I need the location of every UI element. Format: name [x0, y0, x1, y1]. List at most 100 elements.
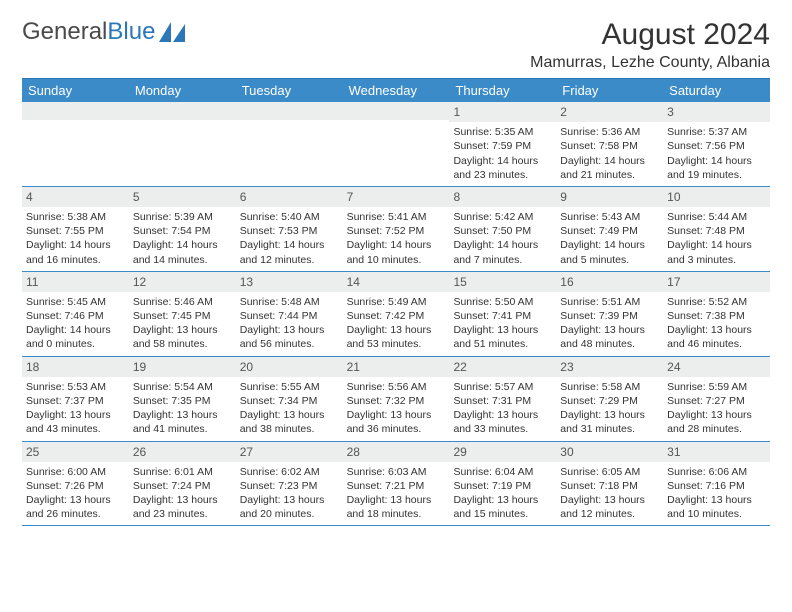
day-number: 31 [663, 442, 770, 462]
day-cell: 6Sunrise: 5:40 AMSunset: 7:53 PMDaylight… [236, 187, 343, 271]
daylight-text: Daylight: 13 hours and 23 minutes. [133, 493, 232, 521]
sunset-text: Sunset: 7:21 PM [347, 479, 446, 493]
day-number: 28 [343, 442, 450, 462]
day-cell: 10Sunrise: 5:44 AMSunset: 7:48 PMDayligh… [663, 187, 770, 271]
day-number: 3 [663, 102, 770, 122]
week-row: 18Sunrise: 5:53 AMSunset: 7:37 PMDayligh… [22, 357, 770, 442]
daylight-text: Daylight: 14 hours and 23 minutes. [453, 154, 552, 182]
sunrise-text: Sunrise: 6:02 AM [240, 465, 339, 479]
day-cell: 18Sunrise: 5:53 AMSunset: 7:37 PMDayligh… [22, 357, 129, 441]
day-cell: 5Sunrise: 5:39 AMSunset: 7:54 PMDaylight… [129, 187, 236, 271]
sunset-text: Sunset: 7:44 PM [240, 309, 339, 323]
day-number: 12 [129, 272, 236, 292]
sunset-text: Sunset: 7:50 PM [453, 224, 552, 238]
day-number: 27 [236, 442, 343, 462]
week-row: 11Sunrise: 5:45 AMSunset: 7:46 PMDayligh… [22, 272, 770, 357]
sunrise-text: Sunrise: 5:43 AM [560, 210, 659, 224]
sunset-text: Sunset: 7:42 PM [347, 309, 446, 323]
day-number: 30 [556, 442, 663, 462]
daylight-text: Daylight: 13 hours and 46 minutes. [667, 323, 766, 351]
day-cell: 26Sunrise: 6:01 AMSunset: 7:24 PMDayligh… [129, 442, 236, 526]
day-cell: 27Sunrise: 6:02 AMSunset: 7:23 PMDayligh… [236, 442, 343, 526]
day-cell [129, 102, 236, 186]
day-number: 11 [22, 272, 129, 292]
day-number [22, 102, 129, 120]
sunrise-text: Sunrise: 5:54 AM [133, 380, 232, 394]
day-number: 10 [663, 187, 770, 207]
sunset-text: Sunset: 7:54 PM [133, 224, 232, 238]
sunset-text: Sunset: 7:58 PM [560, 139, 659, 153]
sunrise-text: Sunrise: 6:00 AM [26, 465, 125, 479]
sunrise-text: Sunrise: 5:38 AM [26, 210, 125, 224]
day-cell: 16Sunrise: 5:51 AMSunset: 7:39 PMDayligh… [556, 272, 663, 356]
daylight-text: Daylight: 14 hours and 21 minutes. [560, 154, 659, 182]
sunrise-text: Sunrise: 5:59 AM [667, 380, 766, 394]
daylight-text: Daylight: 13 hours and 15 minutes. [453, 493, 552, 521]
sunset-text: Sunset: 7:59 PM [453, 139, 552, 153]
daylight-text: Daylight: 13 hours and 41 minutes. [133, 408, 232, 436]
daylight-text: Daylight: 14 hours and 14 minutes. [133, 238, 232, 266]
day-header-friday: Friday [556, 79, 663, 102]
sunrise-text: Sunrise: 5:55 AM [240, 380, 339, 394]
daylight-text: Daylight: 13 hours and 31 minutes. [560, 408, 659, 436]
daylight-text: Daylight: 13 hours and 38 minutes. [240, 408, 339, 436]
week-row: 4Sunrise: 5:38 AMSunset: 7:55 PMDaylight… [22, 187, 770, 272]
sunrise-text: Sunrise: 5:36 AM [560, 125, 659, 139]
calendar: Sunday Monday Tuesday Wednesday Thursday… [22, 78, 770, 526]
sunrise-text: Sunrise: 5:51 AM [560, 295, 659, 309]
daylight-text: Daylight: 14 hours and 16 minutes. [26, 238, 125, 266]
day-cell: 11 Sunrise: 5:45 AMSunset: 7:46 PMDayligh… [22, 272, 129, 356]
sunrise-text: Sunrise: 5:48 AM [240, 295, 339, 309]
weeks-container: 1Sunrise: 5:35 AMSunset: 7:59 PMDaylight… [22, 102, 770, 526]
sunrise-text: Sunrise: 5:44 AM [667, 210, 766, 224]
daylight-text: Daylight: 14 hours and 5 minutes. [560, 238, 659, 266]
day-cell: 31Sunrise: 6:06 AMSunset: 7:16 PMDayligh… [663, 442, 770, 526]
day-cell: 29Sunrise: 6:04 AMSunset: 7:19 PMDayligh… [449, 442, 556, 526]
daylight-text: Daylight: 13 hours and 10 minutes. [667, 493, 766, 521]
day-cell: 2 Sunrise: 5:36 AMSunset: 7:58 PMDaylight… [556, 102, 663, 186]
sunset-text: Sunset: 7:29 PM [560, 394, 659, 408]
daylight-text: Daylight: 14 hours and 19 minutes. [667, 154, 766, 182]
day-cell: 20Sunrise: 5:55 AMSunset: 7:34 PMDayligh… [236, 357, 343, 441]
day-cell: 7Sunrise: 5:41 AMSunset: 7:52 PMDaylight… [343, 187, 450, 271]
sunset-text: Sunset: 7:55 PM [26, 224, 125, 238]
day-number: 19 [129, 357, 236, 377]
sunset-text: Sunset: 7:53 PM [240, 224, 339, 238]
day-number: 7 [343, 187, 450, 207]
day-header-row: Sunday Monday Tuesday Wednesday Thursday… [22, 79, 770, 102]
daylight-text: Daylight: 13 hours and 12 minutes. [560, 493, 659, 521]
day-number [129, 102, 236, 120]
day-cell: 22Sunrise: 5:57 AMSunset: 7:31 PMDayligh… [449, 357, 556, 441]
day-cell [236, 102, 343, 186]
daylight-text: Daylight: 13 hours and 48 minutes. [560, 323, 659, 351]
logo-text-gray: General [22, 18, 107, 46]
day-cell: 8Sunrise: 5:42 AMSunset: 7:50 PMDaylight… [449, 187, 556, 271]
sunrise-text: Sunrise: 5:46 AM [133, 295, 232, 309]
sunrise-text: Sunrise: 5:42 AM [453, 210, 552, 224]
day-cell: 17Sunrise: 5:52 AMSunset: 7:38 PMDayligh… [663, 272, 770, 356]
day-number: 13 [236, 272, 343, 292]
day-cell: 3Sunrise: 5:37 AMSunset: 7:56 PMDaylight… [663, 102, 770, 186]
sunset-text: Sunset: 7:41 PM [453, 309, 552, 323]
daylight-text: Daylight: 14 hours and 0 minutes. [26, 323, 125, 351]
day-number: 9 [556, 187, 663, 207]
sunrise-text: Sunrise: 5:50 AM [453, 295, 552, 309]
location: Mamurras, Lezhe County, Albania [530, 54, 770, 72]
sunrise-text: Sunrise: 5:37 AM [667, 125, 766, 139]
day-header-saturday: Saturday [663, 79, 770, 102]
day-cell: 25Sunrise: 6:00 AMSunset: 7:26 PMDayligh… [22, 442, 129, 526]
sunrise-text: Sunrise: 5:52 AM [667, 295, 766, 309]
day-cell: 21Sunrise: 5:56 AMSunset: 7:32 PMDayligh… [343, 357, 450, 441]
day-number: 2 [556, 102, 663, 122]
sunset-text: Sunset: 7:46 PM [26, 309, 125, 323]
sunset-text: Sunset: 7:18 PM [560, 479, 659, 493]
sunrise-text: Sunrise: 5:45 AM [26, 295, 125, 309]
sunset-text: Sunset: 7:24 PM [133, 479, 232, 493]
day-cell: 19Sunrise: 5:54 AMSunset: 7:35 PMDayligh… [129, 357, 236, 441]
sunset-text: Sunset: 7:39 PM [560, 309, 659, 323]
sunset-text: Sunset: 7:23 PM [240, 479, 339, 493]
sunset-text: Sunset: 7:16 PM [667, 479, 766, 493]
daylight-text: Daylight: 14 hours and 7 minutes. [453, 238, 552, 266]
day-header-tuesday: Tuesday [236, 79, 343, 102]
day-cell: 12Sunrise: 5:46 AMSunset: 7:45 PMDayligh… [129, 272, 236, 356]
